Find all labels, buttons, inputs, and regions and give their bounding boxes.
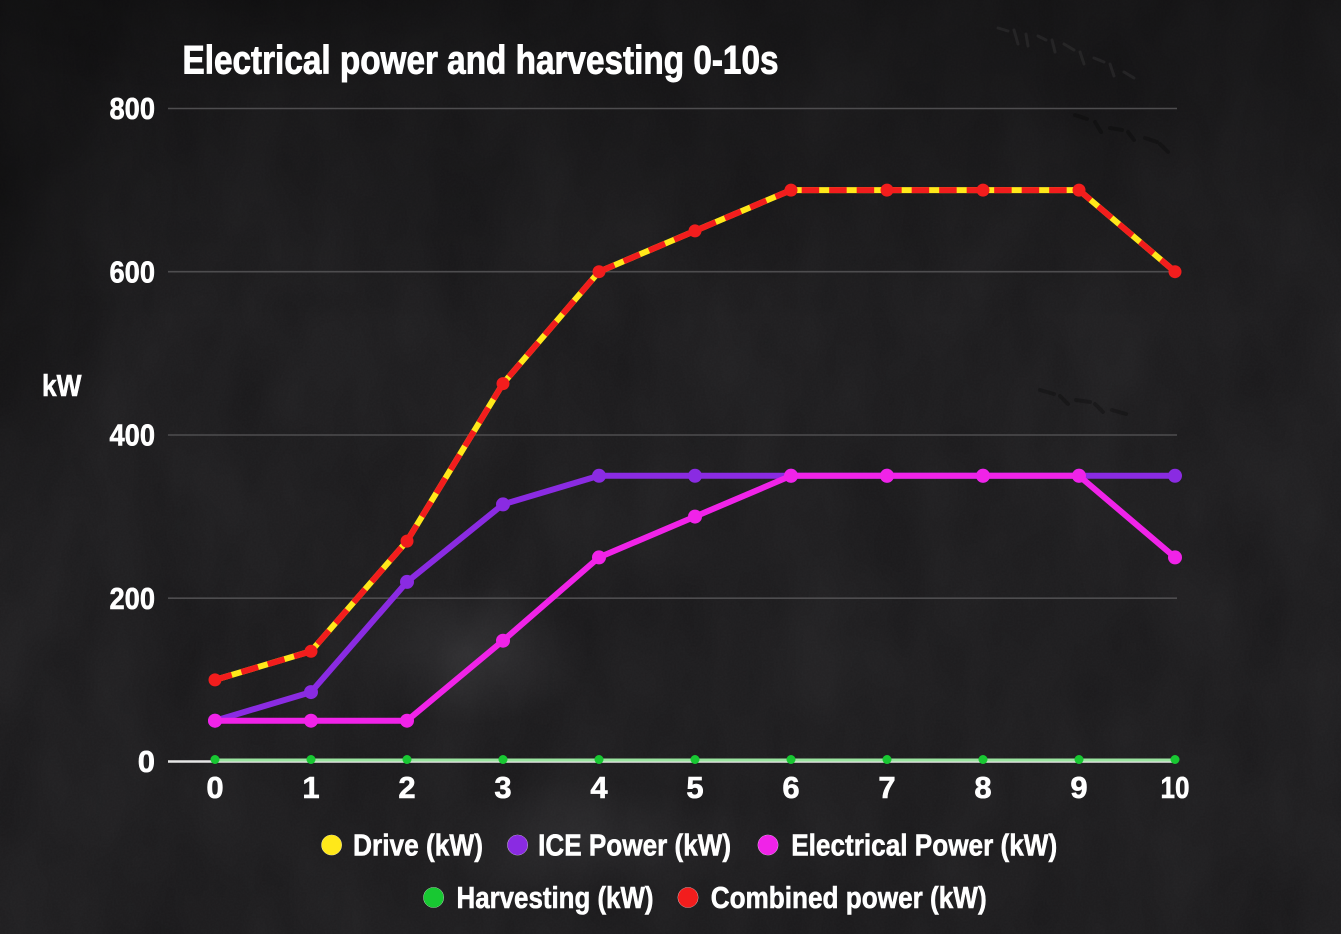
svg-text:8: 8	[974, 770, 991, 805]
svg-text:7: 7	[878, 770, 895, 805]
svg-text:kW: kW	[42, 368, 82, 403]
svg-text:Harvesting (kW): Harvesting (kW)	[457, 880, 654, 915]
svg-text:10: 10	[1161, 770, 1190, 805]
svg-text:200: 200	[110, 581, 156, 616]
svg-text:Electrical power and harvestin: Electrical power and harvesting 0-10s	[183, 39, 779, 83]
svg-text:5: 5	[686, 770, 703, 805]
svg-text:Combined power (kW): Combined power (kW)	[711, 880, 987, 915]
svg-text:0: 0	[206, 770, 223, 805]
svg-text:400: 400	[110, 418, 156, 453]
svg-text:800: 800	[110, 91, 156, 126]
svg-text:2: 2	[398, 770, 415, 805]
svg-text:600: 600	[110, 254, 156, 289]
svg-text:4: 4	[590, 770, 608, 805]
svg-text:6: 6	[782, 770, 799, 805]
svg-text:1: 1	[302, 770, 319, 805]
svg-text:9: 9	[1070, 770, 1087, 805]
svg-text:ICE Power (kW): ICE Power (kW)	[538, 828, 731, 863]
svg-text:3: 3	[494, 770, 511, 805]
svg-text:0: 0	[138, 744, 155, 779]
svg-text:Drive (kW): Drive (kW)	[353, 828, 483, 863]
svg-text:Electrical Power (kW): Electrical Power (kW)	[791, 828, 1057, 863]
